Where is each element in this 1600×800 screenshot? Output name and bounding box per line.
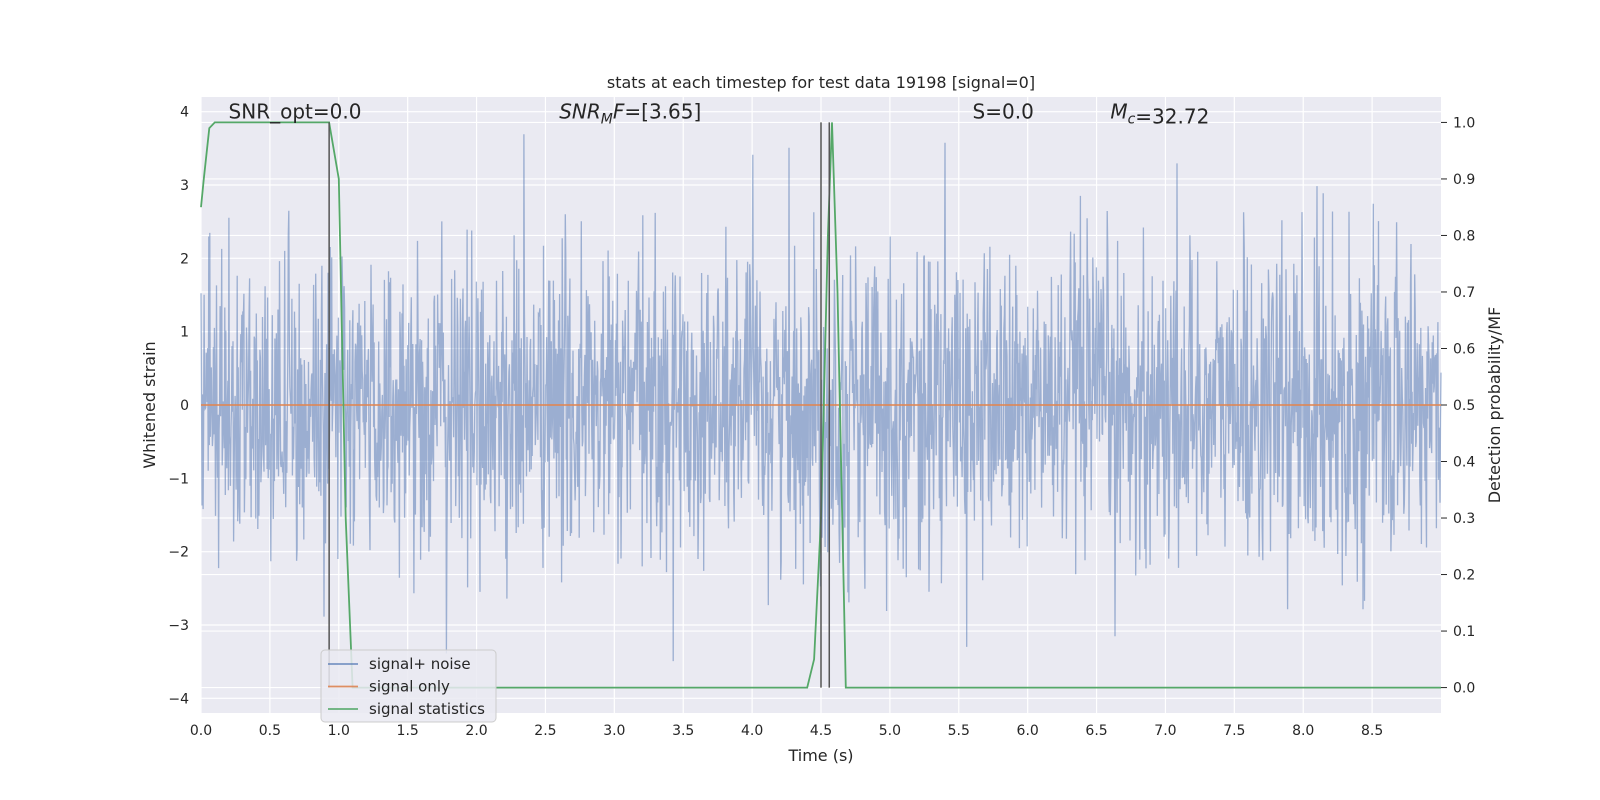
legend-label: signal+ noise: [369, 655, 471, 673]
y-tick-label: 0: [180, 398, 189, 414]
annotation-snr-mf: SNRMF=[3.65]: [559, 100, 701, 128]
signal-statistics-line: [200, 121, 1441, 689]
x-tick-label: 4.5: [810, 723, 832, 739]
legend: signal+ noise signal only signal statistic…: [320, 649, 497, 723]
x-tick-label: 3.0: [603, 723, 625, 739]
x-axis-label: Time (s): [787, 746, 853, 765]
y-axis-right-ticks: 0.0 0.1 0.2 0.3 0.4 0.5 0.6 0.7 0.8 0.9 1.0: [1441, 115, 1475, 697]
x-tick-label: 6.0: [1017, 723, 1039, 739]
x-tick-label: 6.5: [1085, 723, 1107, 739]
y-right-tick-label: 0.2: [1453, 568, 1475, 584]
y-right-tick-label: 1.0: [1453, 115, 1475, 131]
x-tick-label: 8.0: [1292, 723, 1314, 739]
legend-label: signal only: [369, 678, 450, 696]
y-right-tick-label: 0.5: [1453, 398, 1475, 414]
y-tick-label: −2: [168, 545, 189, 561]
y-right-tick-label: 0.9: [1453, 172, 1475, 188]
y-tick-label: 2: [180, 251, 189, 267]
x-tick-label: 7.5: [1223, 723, 1245, 739]
chart-title: stats at each timestep for test data 191…: [607, 73, 1035, 92]
x-tick-label: 4.0: [741, 723, 763, 739]
y-tick-label: −1: [168, 471, 189, 487]
legend-box: [320, 649, 497, 723]
y-right-tick-label: 0.3: [1453, 511, 1475, 527]
x-tick-label: 1.5: [397, 723, 419, 739]
signal-statistics-series: [200, 121, 1441, 689]
annotations: SNR_opt=0.0 SNRMF=[3.65] S=0.0 Mc=32.72: [229, 100, 1210, 129]
x-tick-label: 7.0: [1154, 723, 1176, 739]
x-tick-label: 3.5: [672, 723, 694, 739]
annotation-mc: Mc=32.72: [1110, 100, 1209, 129]
y-right-tick-label: 0.7: [1453, 285, 1475, 301]
x-tick-label: 2.5: [534, 723, 556, 739]
x-tick-label: 0.5: [259, 723, 281, 739]
y-tick-label: −4: [168, 691, 189, 707]
y-tick-label: −3: [168, 618, 189, 634]
y-tick-label: 4: [180, 105, 189, 121]
x-tick-label: 0.0: [190, 723, 212, 739]
x-tick-label: 2.0: [465, 723, 487, 739]
legend-label: signal statistics: [369, 700, 485, 718]
y-right-tick-label: 0.1: [1453, 624, 1475, 640]
vertical-markers: [328, 122, 831, 688]
y-tick-label: 1: [180, 325, 189, 341]
x-tick-label: 1.0: [328, 723, 350, 739]
y-right-tick-label: 0.4: [1453, 455, 1475, 471]
annotation-s-stat: S=0.0: [973, 100, 1034, 124]
y-axis-label: Whitened strain: [140, 341, 159, 468]
y-tick-label: 3: [180, 178, 189, 194]
y-right-tick-label: 0.8: [1453, 228, 1475, 244]
y-axis-right-label: Detection probability/MF: [1485, 307, 1504, 504]
x-axis-ticks: 0.0 0.5 1.0 1.5 2.0 2.5 3.0 3.5 4.0 4.5 5.0 5.5 6.0 6…: [190, 723, 1383, 739]
y-right-tick-label: 0.0: [1453, 681, 1475, 697]
y-axis-ticks: −4 −3 −2 −1 0 1 2 3 4: [168, 105, 189, 708]
annotation-snr-opt: SNR_opt=0.0: [229, 100, 362, 124]
x-tick-label: 5.0: [879, 723, 901, 739]
x-tick-label: 8.5: [1361, 723, 1383, 739]
y-right-tick-label: 0.6: [1453, 341, 1475, 357]
x-tick-label: 5.5: [948, 723, 970, 739]
